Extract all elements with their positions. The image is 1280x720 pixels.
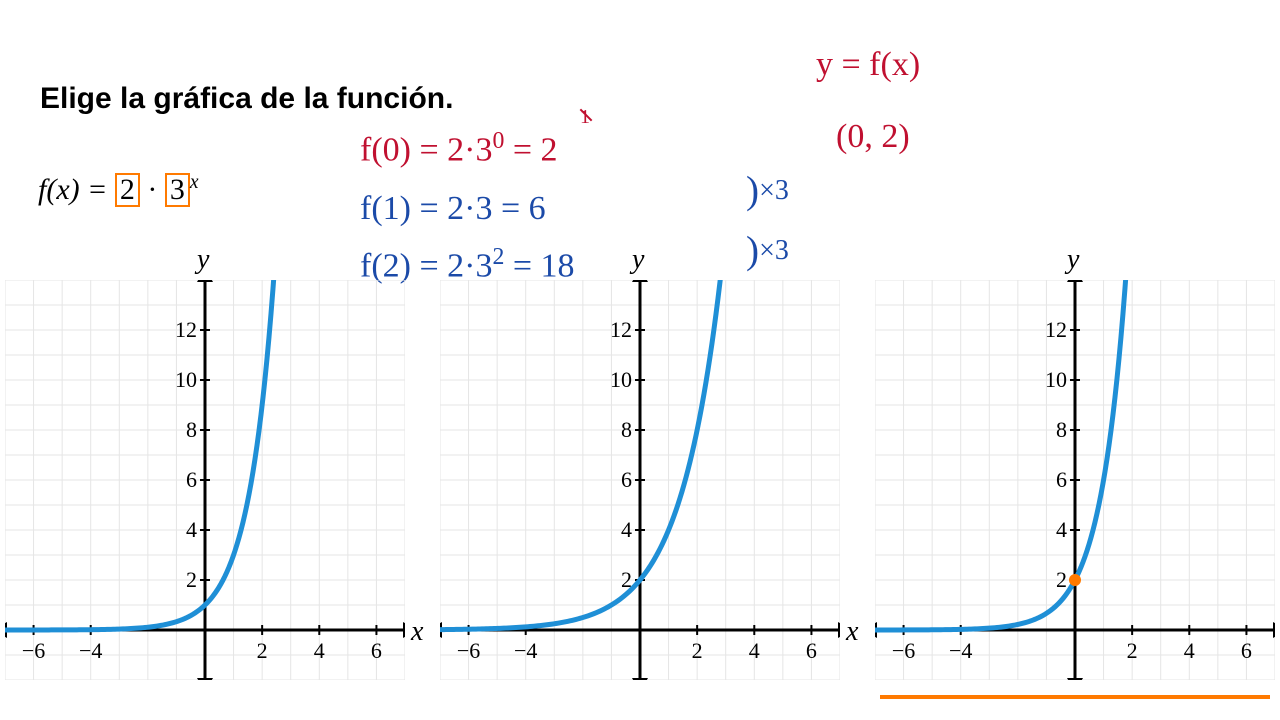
svg-text:6: 6 — [1241, 638, 1252, 663]
handwriting-line: )×3 — [746, 224, 789, 269]
handwriting-line: (0, 2) — [836, 118, 910, 156]
handwriting-line: y = f(x) — [816, 46, 920, 84]
svg-text:10: 10 — [175, 367, 197, 392]
svg-text:6: 6 — [806, 638, 817, 663]
svg-text:8: 8 — [186, 417, 197, 442]
svg-text:4: 4 — [1184, 638, 1195, 663]
chart-panel[interactable]: yx24681012−6−4246 — [875, 280, 1280, 700]
handwriting-line: f(1) = 2·3 = 6 — [360, 190, 546, 228]
svg-text:−4: −4 — [949, 638, 972, 663]
base-box: 3 — [165, 173, 190, 207]
svg-text:6: 6 — [186, 467, 197, 492]
svg-text:2: 2 — [1056, 567, 1067, 592]
svg-text:10: 10 — [1045, 367, 1067, 392]
x-axis-label: x — [411, 616, 423, 648]
page-title: Elige la gráfica de la función. — [40, 82, 453, 116]
coef-box: 2 — [115, 173, 140, 207]
strike-annotation: 1 — [580, 106, 590, 129]
svg-text:8: 8 — [621, 417, 632, 442]
svg-text:4: 4 — [621, 517, 632, 542]
svg-text:−6: −6 — [22, 638, 45, 663]
svg-text:−6: −6 — [457, 638, 480, 663]
svg-text:2: 2 — [692, 638, 703, 663]
chart-svg: 2 4 6 8 10 12 −6 −4 2 4 6 — [875, 280, 1275, 680]
formula-dot: · — [147, 173, 165, 206]
svg-text:12: 12 — [175, 317, 197, 342]
formula-prefix: f(x) = — [38, 173, 115, 206]
y-axis-label: y — [197, 244, 209, 276]
svg-text:4: 4 — [1056, 517, 1067, 542]
handwriting-line: )×3 — [746, 164, 789, 209]
chart-panel[interactable]: yx24681012−6−4246 — [5, 280, 425, 700]
svg-text:−4: −4 — [79, 638, 102, 663]
svg-text:2: 2 — [1127, 638, 1138, 663]
svg-text:4: 4 — [314, 638, 325, 663]
chart-panel[interactable]: yx24681012−6−4246 — [440, 280, 860, 700]
svg-text:6: 6 — [371, 638, 382, 663]
formula-exponent: x — [190, 172, 199, 193]
chart-svg: 24681012−6−4246 — [440, 280, 840, 680]
svg-text:12: 12 — [1045, 317, 1067, 342]
svg-text:−4: −4 — [514, 638, 537, 663]
svg-text:4: 4 — [749, 638, 760, 663]
x-axis-label: x — [846, 616, 858, 648]
svg-text:4: 4 — [186, 517, 197, 542]
svg-text:10: 10 — [610, 367, 632, 392]
svg-text:6: 6 — [621, 467, 632, 492]
selected-chart-underline — [880, 695, 1270, 699]
y-axis-label: y — [632, 244, 644, 276]
svg-text:8: 8 — [1056, 417, 1067, 442]
svg-text:−6: −6 — [892, 638, 915, 663]
svg-text:6: 6 — [1056, 467, 1067, 492]
handwriting-line: f(0) = 2·30 = 2 — [360, 128, 558, 169]
svg-text:12: 12 — [610, 317, 632, 342]
y-axis-label: y — [1067, 244, 1079, 276]
svg-text:2: 2 — [186, 567, 197, 592]
svg-text:2: 2 — [257, 638, 268, 663]
chart-svg: 2 4 6 8 10 12 −6 −4 2 4 6 — [5, 280, 405, 680]
function-formula: f(x) = 2 · 3x — [38, 172, 199, 207]
